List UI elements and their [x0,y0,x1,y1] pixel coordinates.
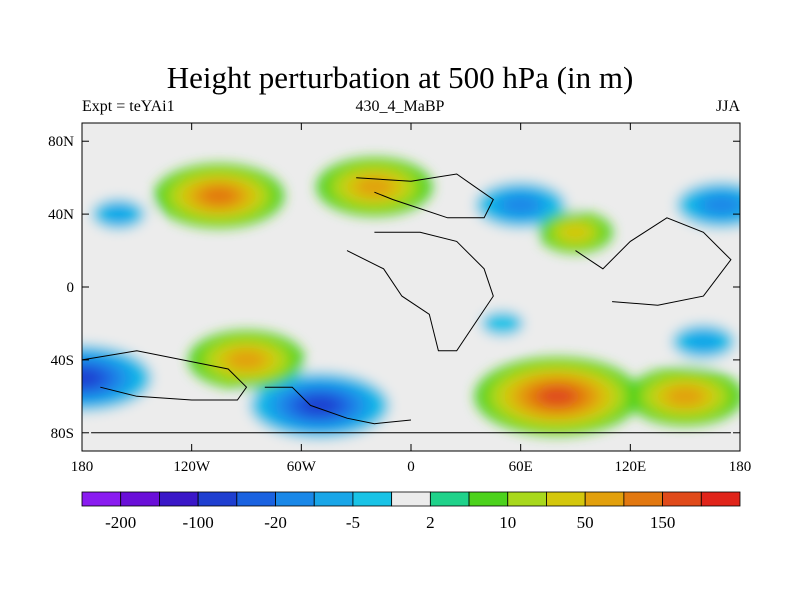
lat-label-1: 40N [48,207,74,223]
field-cell-12-2 [684,331,723,352]
colorbar-box-15 [662,491,702,507]
colorbar-box-9 [429,491,470,507]
colorbar-box-3 [197,491,238,507]
colorbar-box-14 [623,491,663,507]
colorbar-box-7 [352,491,393,507]
field-cell-9-5 [538,387,577,406]
colorbar-box-10 [468,491,509,507]
field-cell-0-4 [201,187,237,205]
lon-label-0: 180 [71,459,94,475]
coastline-1 [346,231,494,352]
colorbar-label-4: 2 [426,513,435,532]
lon-label-4: 60E [509,459,533,475]
lon-label-1: 120W [173,459,211,475]
colorbar-box-8 [391,491,431,507]
colorbar-box-11 [507,491,547,507]
colorbar: -200 -100 -20 -5 2 10 50 150 [81,491,741,532]
lat-label-3: 40S [51,353,74,369]
colorbar-box-6 [313,491,354,507]
field-cell-7-5 [300,396,339,415]
experiment-label: Expt = teYAi1 [82,98,175,115]
colorbar-label-0: -200 [105,513,136,532]
lon-label-5: 120E [614,459,646,475]
colorbar-box-13 [584,491,625,507]
colorbar-box-0 [81,491,122,507]
colorbar-label-3: -5 [346,513,360,532]
map-axes: 80N 40N 0 40S 80S 180 120W 60W 0 60E 120E 180 [48,123,751,475]
field-cell-1-3 [355,177,394,197]
coastline-5 [82,350,248,401]
lon-label-6: 180 [729,459,752,475]
field-cell-8-3 [227,350,266,370]
coastline-outlines [82,173,732,434]
chart-title: Height perturbation at 500 hPa (in m) [166,60,634,95]
colorbar-box-16 [700,491,741,507]
colorbar-label-7: 150 [650,513,676,532]
lon-label-3: 0 [407,459,415,475]
run-label: 430_4_MaBP [355,98,445,115]
colorbar-box-2 [159,491,199,507]
colorbar-label-5: 10 [499,513,516,532]
coastline-3 [264,386,412,425]
colorbar-label-1: -100 [183,513,214,532]
field-cell-6-5 [82,369,102,388]
field-cell-3-3 [702,195,740,215]
field-cell-13-0 [82,295,133,334]
season-label: JJA [715,98,740,115]
coastline-0 [356,173,494,219]
field-cell-2-3 [501,195,540,215]
lat-label-0: 80N [48,134,74,150]
height-field [82,123,740,451]
lat-label-4: 80S [51,426,74,442]
colorbar-label-2: -20 [264,513,287,532]
field-cell-4-2 [559,223,592,242]
colorbar-box-1 [120,491,160,507]
colorbar-box-4 [236,491,276,507]
field-cell-10-3 [665,386,705,407]
colorbar-label-6: 50 [577,513,594,532]
colorbar-box-12 [546,491,586,507]
lon-label-2: 60W [287,459,317,475]
coastline-2 [575,217,732,306]
field-cell-11-1 [481,311,524,336]
lat-label-2: 0 [67,280,75,296]
field-cell-5-2 [102,205,135,224]
colorbar-box-5 [275,491,315,507]
